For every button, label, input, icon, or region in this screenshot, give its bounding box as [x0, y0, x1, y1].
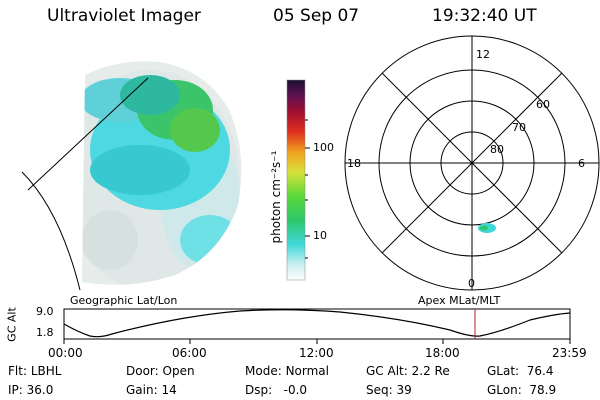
- earth-image: [21, 61, 242, 291]
- time-label: 19:32:40 UT: [432, 6, 537, 26]
- instrument-title: Ultraviolet Imager: [47, 6, 201, 26]
- info-glon: GLon: 78.9: [487, 383, 557, 397]
- info-flt: Flt: LBHL: [8, 364, 62, 378]
- info-ip: IP: 36.0: [8, 383, 54, 397]
- altitude-xtick: 18:00: [425, 346, 460, 360]
- colorbar-tick-100: 100: [313, 141, 334, 154]
- mlat-label-80: 80: [490, 143, 504, 156]
- altitude-xtick: 23:59: [552, 346, 587, 360]
- info-gain: Gain: 14: [126, 383, 177, 397]
- altitude-ytick-1.8: 1.8: [36, 326, 54, 339]
- altitude-ytick-9: 9.0: [36, 305, 54, 318]
- mlat-label-70: 70: [512, 121, 526, 134]
- altitude-ylabel: GC Alt: [5, 307, 19, 342]
- altitude-plot: [63, 308, 571, 344]
- mlt-label-18: 18: [347, 157, 361, 170]
- aurora-spot-core: [480, 225, 488, 231]
- mlt-label-6: 6: [578, 157, 585, 170]
- altitude-xtick: 12:00: [299, 346, 334, 360]
- altitude-xtick: 06:00: [172, 346, 207, 360]
- geographic-label: Geographic Lat/Lon: [70, 294, 178, 307]
- colorbar-tick-10: 10: [313, 229, 327, 242]
- mlat-label-60: 60: [536, 98, 550, 111]
- info-dsp: Dsp: -0.0: [245, 383, 308, 397]
- info-mode: Mode: Normal: [245, 364, 329, 378]
- altitude-xtick: 00:00: [48, 346, 83, 360]
- info-door: Door: Open: [126, 364, 195, 378]
- colorbar-label: photon cm⁻²s⁻¹: [269, 150, 283, 244]
- apex-label: Apex MLat/MLT: [418, 294, 501, 307]
- date-label: 05 Sep 07: [273, 6, 360, 26]
- mlt-label-12: 12: [476, 48, 490, 61]
- info-seq: Seq: 39: [366, 383, 412, 397]
- colorbar: [286, 79, 310, 281]
- info-gc-alt: GC Alt: 2.2 Re: [366, 364, 450, 378]
- mlt-label-0: 0: [468, 277, 475, 290]
- info-glat: GLat: 76.4: [487, 364, 554, 378]
- polar-plot: [344, 35, 600, 291]
